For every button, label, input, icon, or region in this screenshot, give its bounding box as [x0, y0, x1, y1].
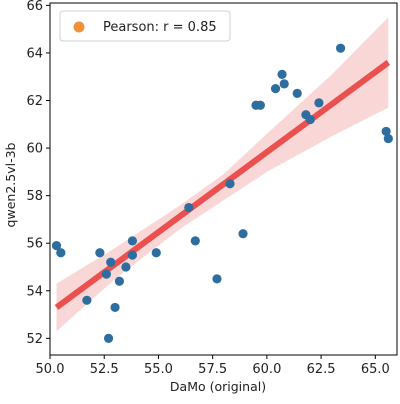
data-point-22: [277, 69, 287, 79]
x-tick-label-2: 52.5: [90, 362, 119, 377]
data-point-17: [225, 179, 235, 189]
data-point-8: [110, 302, 120, 313]
data-point-23: [279, 79, 289, 89]
data-point-20: [255, 100, 265, 110]
x-tick-label-4: 57.5: [198, 362, 227, 377]
data-point-3: [82, 295, 92, 305]
x-tick-label-6: 62.5: [307, 362, 336, 377]
data-point-30: [383, 133, 393, 144]
data-point-5: [101, 269, 111, 279]
data-point-16: [212, 274, 222, 284]
data-points-layer: [51, 43, 393, 343]
y-tick-label-2: 54: [26, 284, 43, 299]
y-tick-label-3: 56: [26, 237, 43, 252]
data-point-28: [336, 43, 346, 53]
data-point-12: [127, 250, 138, 260]
legend-label: Pearson: r = 0.85: [103, 20, 217, 35]
plot-frame: [49, 2, 398, 356]
x-tick-label-3: 55.0: [144, 362, 173, 377]
y-tick-label-6: 62: [26, 94, 43, 109]
data-point-9: [114, 276, 124, 286]
y-tick-label-4: 58: [26, 189, 43, 204]
legend-marker: [73, 21, 85, 33]
y-axis-title: qwen2.5vl-3b: [3, 142, 18, 227]
data-point-18: [238, 229, 248, 239]
y-tick-label-1: 52: [26, 332, 43, 347]
y-tick-label-7: 64: [26, 46, 43, 61]
data-point-24: [292, 88, 302, 98]
data-point-13: [151, 248, 161, 258]
confidence-band-layer: [56, 17, 389, 332]
x-tick-label-5: 60.0: [252, 362, 281, 377]
confidence-band: [56, 17, 389, 332]
legend-box: [59, 10, 231, 42]
data-point-1: [51, 240, 62, 251]
data-point-29: [381, 126, 391, 137]
axes-layer: 50.0 52.5 55.0 57.5 60.0 62.5 65.0 52 54 56 58 60 62…: [26, 0, 398, 377]
data-point-26: [305, 114, 315, 125]
data-point-11: [127, 236, 138, 246]
y-tick-label-8: 66: [26, 0, 43, 14]
x-axis-title: DaMo (original): [170, 379, 266, 394]
data-point-15: [190, 236, 200, 246]
data-point-10: [121, 262, 131, 272]
legend: Pearson: r = 0.85: [59, 10, 231, 42]
data-point-2: [56, 248, 66, 258]
y-tick-label-5: 60: [26, 142, 43, 157]
data-point-6: [103, 333, 114, 343]
x-tick-label-1: 50.0: [36, 362, 65, 377]
data-point-7: [106, 257, 116, 267]
data-point-14: [184, 202, 194, 213]
data-point-27: [314, 98, 324, 108]
x-tick-label-7: 65.0: [361, 362, 390, 377]
data-point-21: [270, 84, 281, 94]
data-point-4: [95, 248, 105, 258]
